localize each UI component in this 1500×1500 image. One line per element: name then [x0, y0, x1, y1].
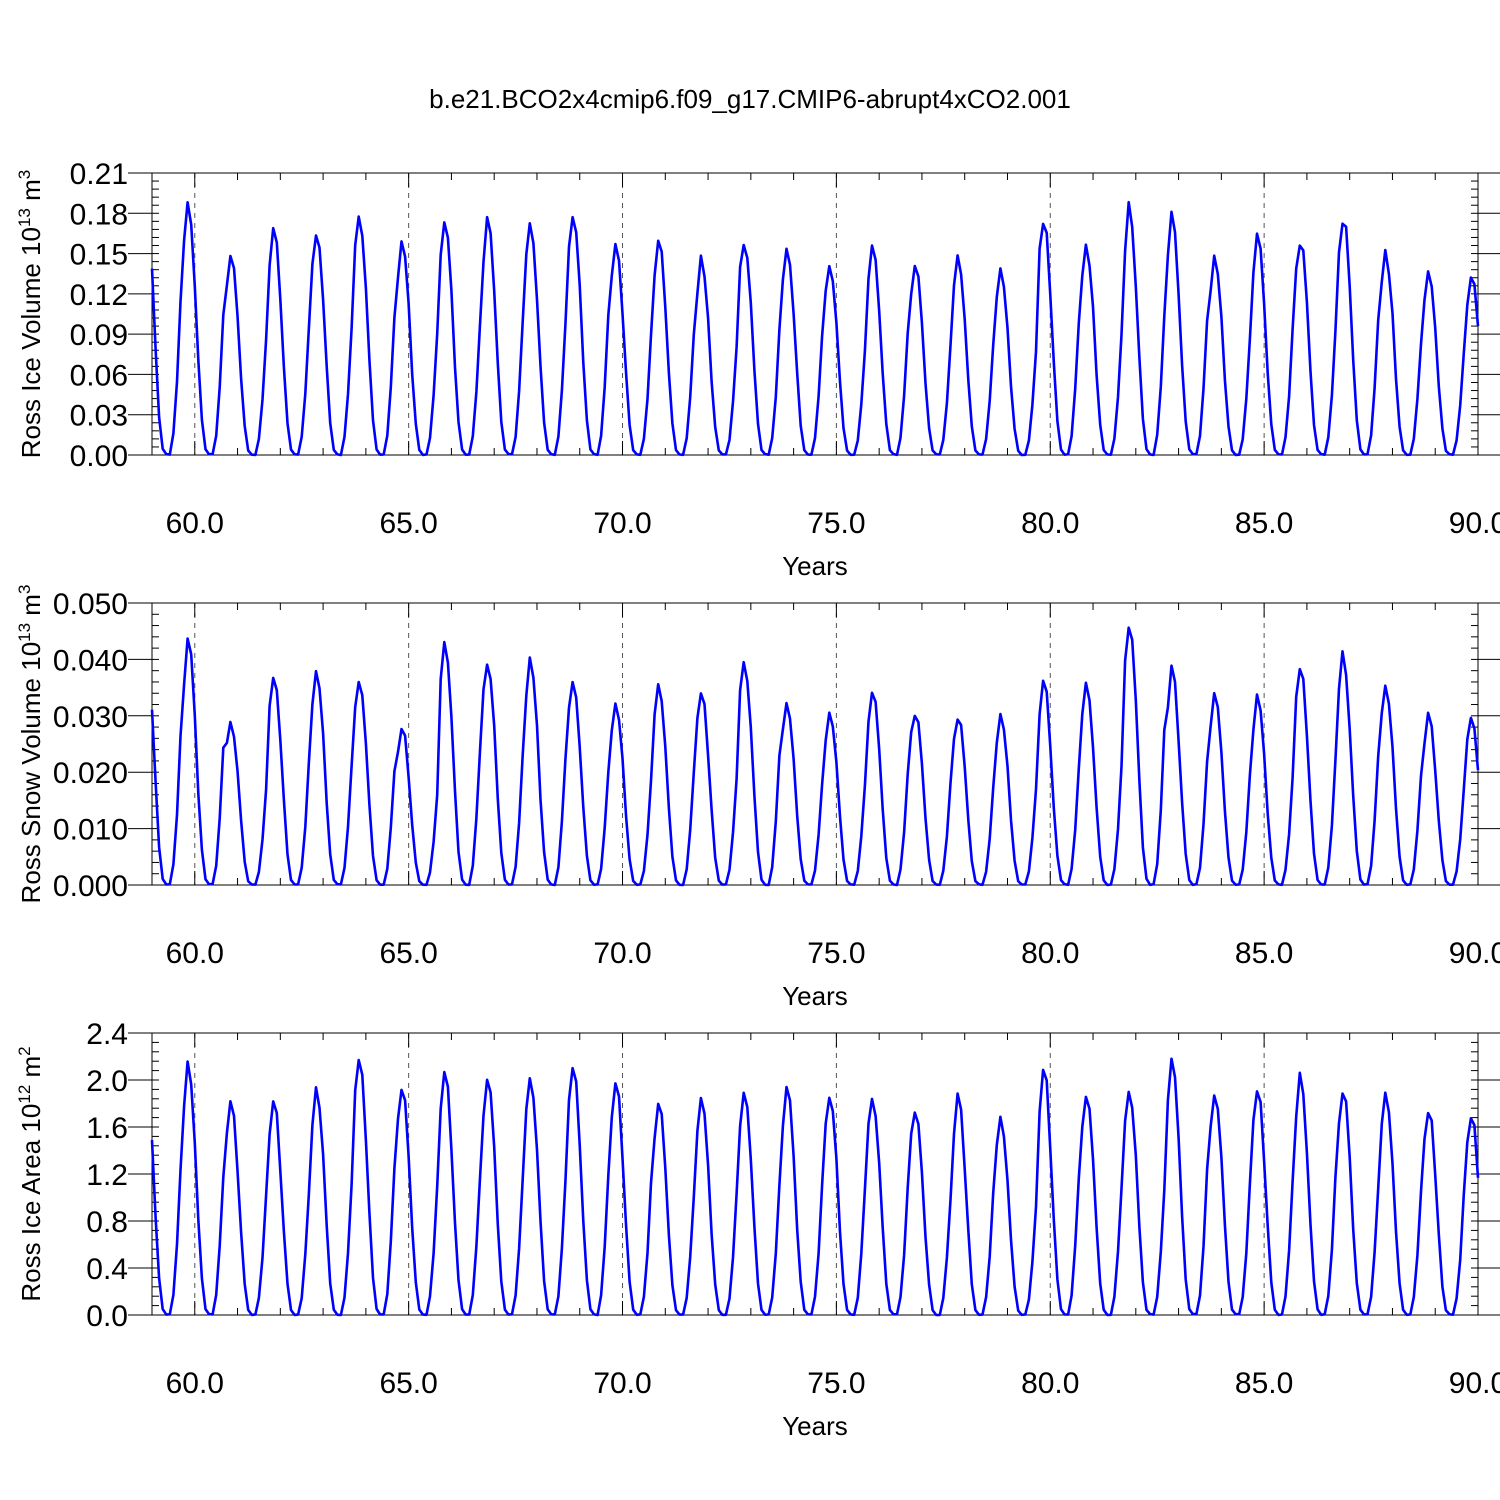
x-tick-label: 80.0	[1021, 937, 1079, 970]
x-tick-label: 85.0	[1235, 937, 1293, 970]
y-tick-label: 0.030	[53, 701, 128, 734]
y-tick-label: 0.040	[53, 644, 128, 677]
x-tick-label: 70.0	[593, 937, 651, 970]
y-axis-title-exponent: 12	[15, 1085, 34, 1104]
x-tick-label: 65.0	[379, 507, 437, 540]
y-axis-title: Ross Ice Area 1012 m2	[15, 1046, 46, 1301]
y-tick-label: 0.010	[53, 814, 128, 847]
x-tick-label: 70.0	[593, 507, 651, 540]
series-line	[150, 626, 1480, 887]
x-tick-label: 80.0	[1021, 1367, 1079, 1400]
chart-panel-3: 0.0 0.4 0.8 1.2 1.6 2.0 2.4 60.0 65.0 70.0 75.0 80.…	[15, 1018, 1500, 1441]
x-tick-label: 90.0	[1449, 507, 1500, 540]
x-tick-label: 60.0	[166, 937, 224, 970]
plot-frame	[151, 172, 1479, 456]
y-tick-label: 0.000	[53, 870, 128, 903]
y-tick-label: 1.2	[86, 1159, 128, 1192]
x-tick-label: 85.0	[1235, 1367, 1293, 1400]
chart-panel-2: 0.000 0.010 0.020 0.030 0.040 0.050 60.0 65.0 70…	[15, 585, 1500, 1011]
x-tick-label: 75.0	[807, 507, 865, 540]
x-tick-label: 60.0	[166, 507, 224, 540]
y-tick-label: 1.6	[86, 1112, 128, 1145]
y-axis-title: Ross Snow Volume 1013 m3	[15, 585, 46, 904]
x-tick-label: 90.0	[1449, 1367, 1500, 1400]
y-tick-label: 0.21	[70, 158, 128, 191]
chart-panel-1: 0.00 0.03 0.06 0.09 0.12 0.15 0.18 0.21 60.0 65.0…	[15, 158, 1500, 581]
y-axis-title: Ross Ice Volume 1013 m3	[15, 170, 46, 459]
series-line	[150, 1057, 1480, 1317]
x-tick-label: 60.0	[166, 1367, 224, 1400]
y-axis-title-main: Ross Snow Volume 10	[16, 642, 46, 904]
y-axis-title-unit: m	[16, 1056, 46, 1085]
x-axis-title: Years	[782, 551, 848, 581]
x-axis-title: Years	[782, 1411, 848, 1441]
y-axis-title-exponent: 13	[15, 623, 34, 642]
figure-title: b.e21.BCO2x4cmip6.f09_g17.CMIP6-abrupt4x…	[429, 84, 1071, 114]
y-axis-title-main: Ross Ice Volume 10	[16, 227, 46, 458]
x-tick-label: 90.0	[1449, 937, 1500, 970]
series-line	[150, 200, 1480, 457]
y-tick-label: 0.050	[53, 588, 128, 621]
y-tick-label: 2.0	[86, 1065, 128, 1098]
y-tick-label: 0.09	[70, 319, 128, 352]
y-tick-label: 2.4	[86, 1018, 128, 1051]
y-tick-label: 0.0	[86, 1300, 128, 1333]
x-tick-label: 80.0	[1021, 507, 1079, 540]
y-axis-title-unit-exponent: 2	[15, 1046, 34, 1055]
y-tick-label: 0.4	[86, 1253, 128, 1286]
x-tick-label: 75.0	[807, 1367, 865, 1400]
y-axis-title-unit-exponent: 3	[15, 585, 34, 594]
x-tick-label: 65.0	[379, 1367, 437, 1400]
y-tick-label: 0.12	[70, 279, 128, 312]
y-tick-label: 0.06	[70, 359, 128, 392]
y-tick-label: 0.8	[86, 1206, 128, 1239]
x-axis-title: Years	[782, 981, 848, 1011]
y-axis-title-unit: m	[16, 594, 46, 623]
plot-frame	[151, 602, 1479, 886]
y-axis-title-unit-exponent: 3	[15, 170, 34, 179]
y-tick-label: 0.03	[70, 400, 128, 433]
x-tick-label: 65.0	[379, 937, 437, 970]
y-axis-title-main: Ross Ice Area 10	[16, 1104, 46, 1302]
x-tick-label: 75.0	[807, 937, 865, 970]
y-tick-label: 0.020	[53, 757, 128, 790]
y-tick-label: 0.00	[70, 440, 128, 473]
y-tick-label: 0.15	[70, 239, 128, 272]
y-axis-title-exponent: 13	[15, 208, 34, 227]
y-axis-title-unit: m	[16, 179, 46, 208]
y-tick-label: 0.18	[70, 198, 128, 231]
x-tick-label: 70.0	[593, 1367, 651, 1400]
x-tick-label: 85.0	[1235, 507, 1293, 540]
